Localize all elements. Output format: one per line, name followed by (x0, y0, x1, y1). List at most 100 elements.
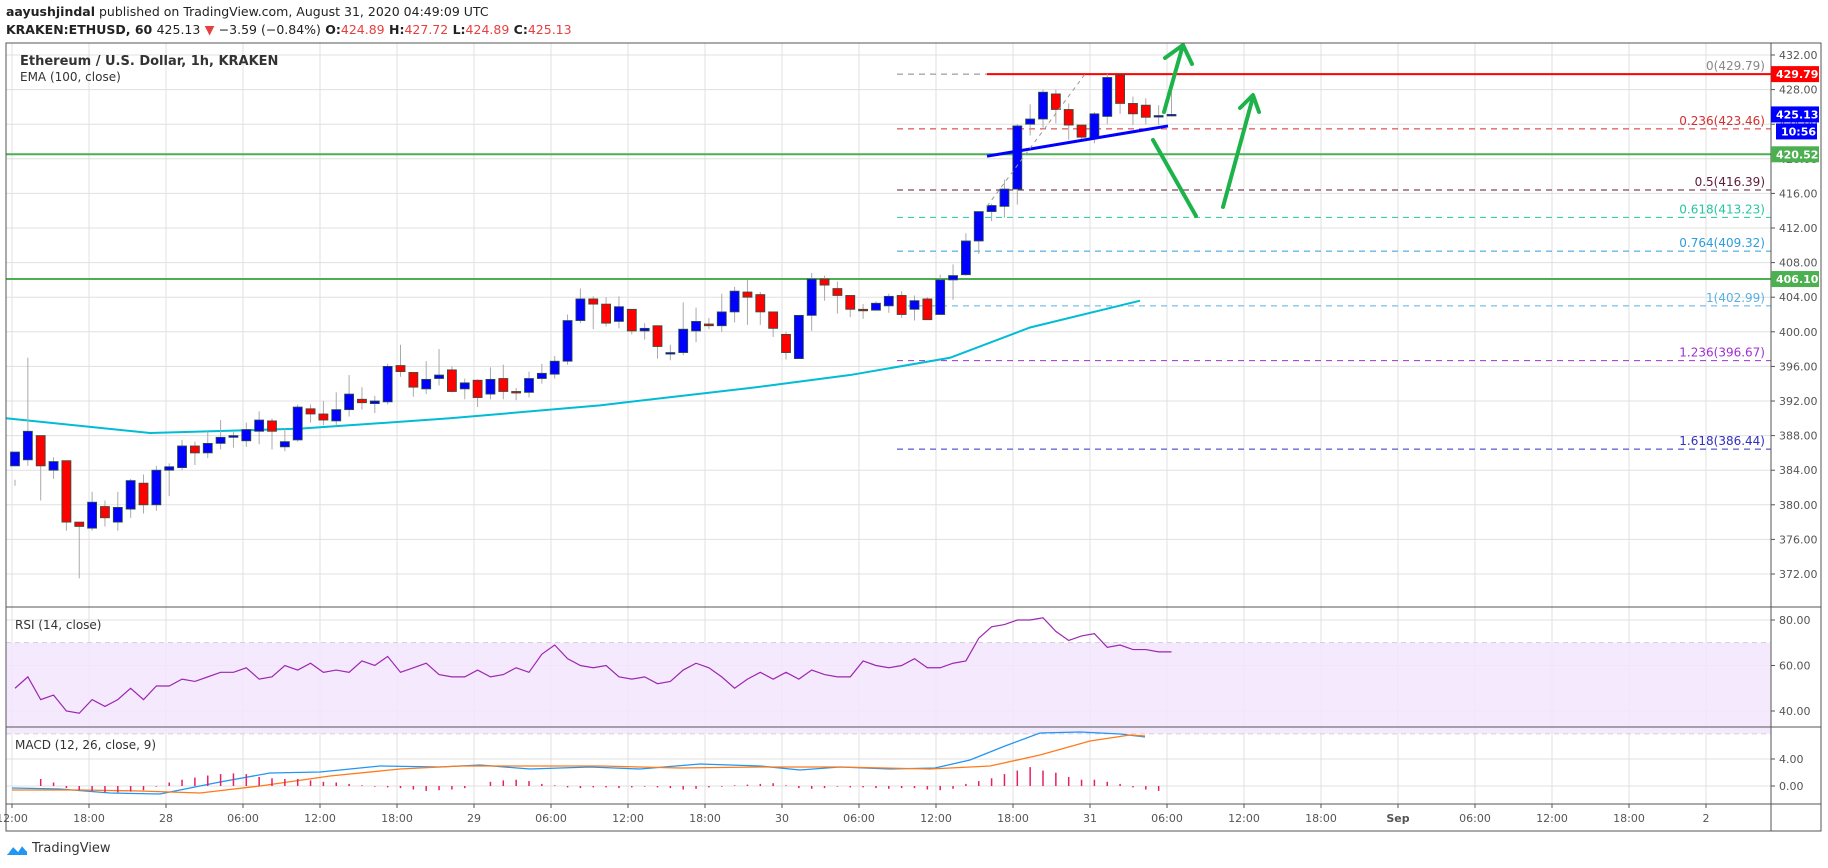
price-tick-label: 400.00 (1779, 326, 1818, 339)
indicators (11, 617, 1172, 795)
bullish-candle (665, 352, 676, 355)
time-tick-label: 28 (159, 812, 173, 825)
bullish-candle (973, 211, 984, 242)
bullish-candle (948, 275, 958, 281)
time-tick-label: 06:00 (843, 812, 875, 825)
bullish-candle (883, 295, 894, 307)
time-tick-label: 18:00 (381, 812, 413, 825)
price-tick-label: 376.00 (1779, 533, 1818, 546)
bearish-candle (896, 295, 907, 315)
chart-overlays: 0(429.79) 0.236(423.46) 0.5(416.39) 0.618(4… (5, 59, 1771, 450)
footer-brand[interactable]: TradingView (6, 841, 111, 856)
candles (10, 74, 1177, 579)
bearish-candle (922, 298, 933, 321)
bearish-candle (704, 323, 714, 327)
bearish-candle (189, 445, 200, 454)
time-tick-label: 06:00 (535, 812, 567, 825)
publisher-name: aayushjindal (6, 4, 96, 19)
bullish-candle (1153, 115, 1164, 118)
low-value: 424.89 (465, 22, 510, 37)
up-arrow-icon (1162, 43, 1185, 114)
bullish-candle (716, 311, 727, 327)
rsi-legend: RSI (14, close) (15, 618, 101, 632)
bearish-candle (357, 398, 367, 404)
bullish-candle (202, 442, 213, 454)
price-tick-label: 408.00 (1779, 257, 1818, 270)
bearish-candle (588, 298, 599, 305)
published-text: published on TradingView.com, August 31,… (99, 4, 489, 19)
axes[interactable]: 432.00428.00424.00420.00416.00412.00408.… (0, 49, 1819, 825)
bullish-candle (22, 430, 33, 461)
fib-level-label: 0.5(416.39) (1695, 175, 1765, 189)
fib-level-label: 1.236(396.67) (1679, 346, 1765, 360)
bullish-candle (421, 378, 432, 390)
price-label-badge (1771, 271, 1819, 288)
bullish-candle (793, 314, 804, 360)
fib-level-label: 0(429.79) (1706, 59, 1765, 73)
time-tick-label: Sep (1386, 812, 1409, 825)
bullish-candle (382, 365, 393, 403)
up-arrow-icon (1221, 95, 1255, 209)
bearish-candle (446, 369, 457, 392)
price-tick-label: 412.00 (1779, 222, 1818, 235)
tradingview-brand: TradingView (32, 841, 111, 856)
price-label-value: 406.10 (1776, 273, 1819, 286)
bearish-candle (511, 391, 522, 394)
bearish-candle (845, 295, 856, 310)
up-arrow-head-icon (1238, 93, 1261, 114)
bearish-candle (832, 288, 843, 296)
time-tick-label: 18:00 (689, 812, 721, 825)
fib-level-label: 1.618(386.44) (1679, 434, 1765, 448)
bullish-candle (215, 436, 226, 444)
bullish-candle (228, 435, 239, 438)
low-label: L: (452, 22, 466, 37)
bearish-candle (138, 482, 149, 506)
bearish-candle (100, 506, 110, 519)
bullish-candle (562, 320, 573, 362)
chart-border (5, 42, 1822, 832)
bullish-candle (292, 406, 303, 441)
price-change: −3.59 (−0.84%) (218, 22, 321, 37)
macd-tick-label: 0.00 (1779, 780, 1804, 793)
bearish-candle (601, 303, 611, 324)
time-tick-label: 12:00 (304, 812, 336, 825)
bullish-candle (1102, 77, 1113, 117)
drawings (986, 43, 1261, 218)
bullish-candle (549, 360, 560, 375)
bullish-candle (871, 302, 881, 311)
macd-legend: MACD (12, 26, close, 9) (15, 738, 156, 752)
bullish-candle (331, 409, 342, 422)
bullish-candle (806, 278, 817, 316)
chart-frame (5, 42, 1822, 832)
time-tick-label: 12:00 (1536, 812, 1568, 825)
bearish-candle (498, 378, 509, 392)
time-tick-label: 31 (1083, 812, 1097, 825)
price-tick-label: 404.00 (1779, 291, 1818, 304)
rsi-line (14, 617, 1172, 714)
fib-anchor-line (986, 73, 1086, 207)
trendline (986, 124, 1169, 158)
bearish-candle (408, 372, 419, 388)
fib-level-label: 0.618(413.23) (1679, 202, 1765, 216)
fib-level-label: 0.764(409.32) (1679, 236, 1765, 250)
bearish-candle (1076, 124, 1087, 138)
time-tick-label: 18:00 (1613, 812, 1645, 825)
price-tick-label: 384.00 (1779, 464, 1818, 477)
bearish-candle (652, 325, 663, 347)
bullish-candle (177, 445, 187, 469)
bullish-candle (729, 290, 740, 313)
rsi-band (6, 642, 1771, 734)
time-tick-label: 12:00 (920, 812, 952, 825)
rsi-tick-label: 80.00 (1779, 614, 1811, 627)
price-label-value: 420.52 (1776, 148, 1818, 161)
close-value: 425.13 (527, 22, 572, 37)
bullish-candle (1166, 114, 1177, 117)
bearish-candle (472, 379, 483, 398)
time-tick-label: 06:00 (1151, 812, 1183, 825)
bullish-candle (614, 306, 624, 322)
price-label-badge (1771, 146, 1819, 163)
up-arrow-head-icon (1163, 43, 1194, 66)
macd-tick-label: 4.00 (1779, 753, 1804, 766)
price-tick-label: 428.00 (1779, 84, 1818, 97)
